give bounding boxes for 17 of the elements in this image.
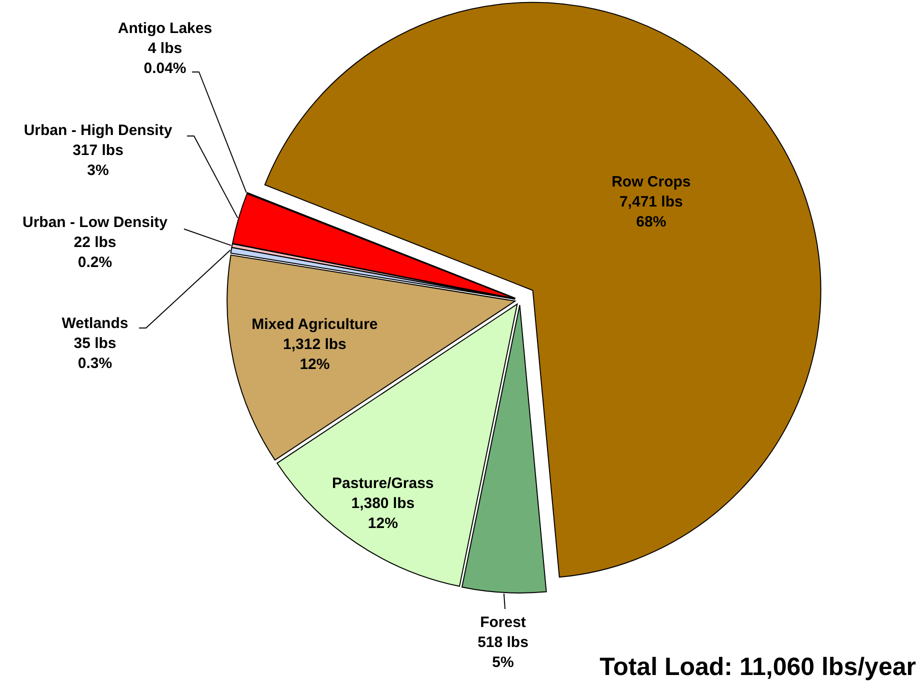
data-label: 35 lbs 0.3%: [74, 335, 116, 372]
slice-label: Antigo Lakes: [118, 20, 212, 37]
slice-label: Mixed Agriculture: [252, 316, 378, 334]
slice-label: Wetlands: [62, 315, 128, 332]
data-label: 518 lbs 5%: [478, 634, 528, 671]
data-label: 22 lbs 0.2%: [74, 234, 116, 271]
data-label: 4 lbs 0.04%: [144, 40, 186, 77]
slice-label: Pasture/Grass: [332, 475, 434, 492]
data-label: 1,312 lbs 12%: [283, 336, 346, 374]
data-label: 7,471 lbs 68%: [619, 194, 683, 231]
data-label: 1,380 lbs 12%: [351, 495, 415, 532]
text: Total Load: 11,060 lbs/year: [600, 653, 916, 681]
slice-label: Urban - High Density: [24, 122, 173, 139]
slice-label: Row Crops: [612, 174, 691, 191]
slice-label: Urban - Low Density: [22, 214, 168, 231]
data-label: 317 lbs 3%: [72, 142, 124, 179]
slice-label: Forest: [480, 614, 526, 631]
